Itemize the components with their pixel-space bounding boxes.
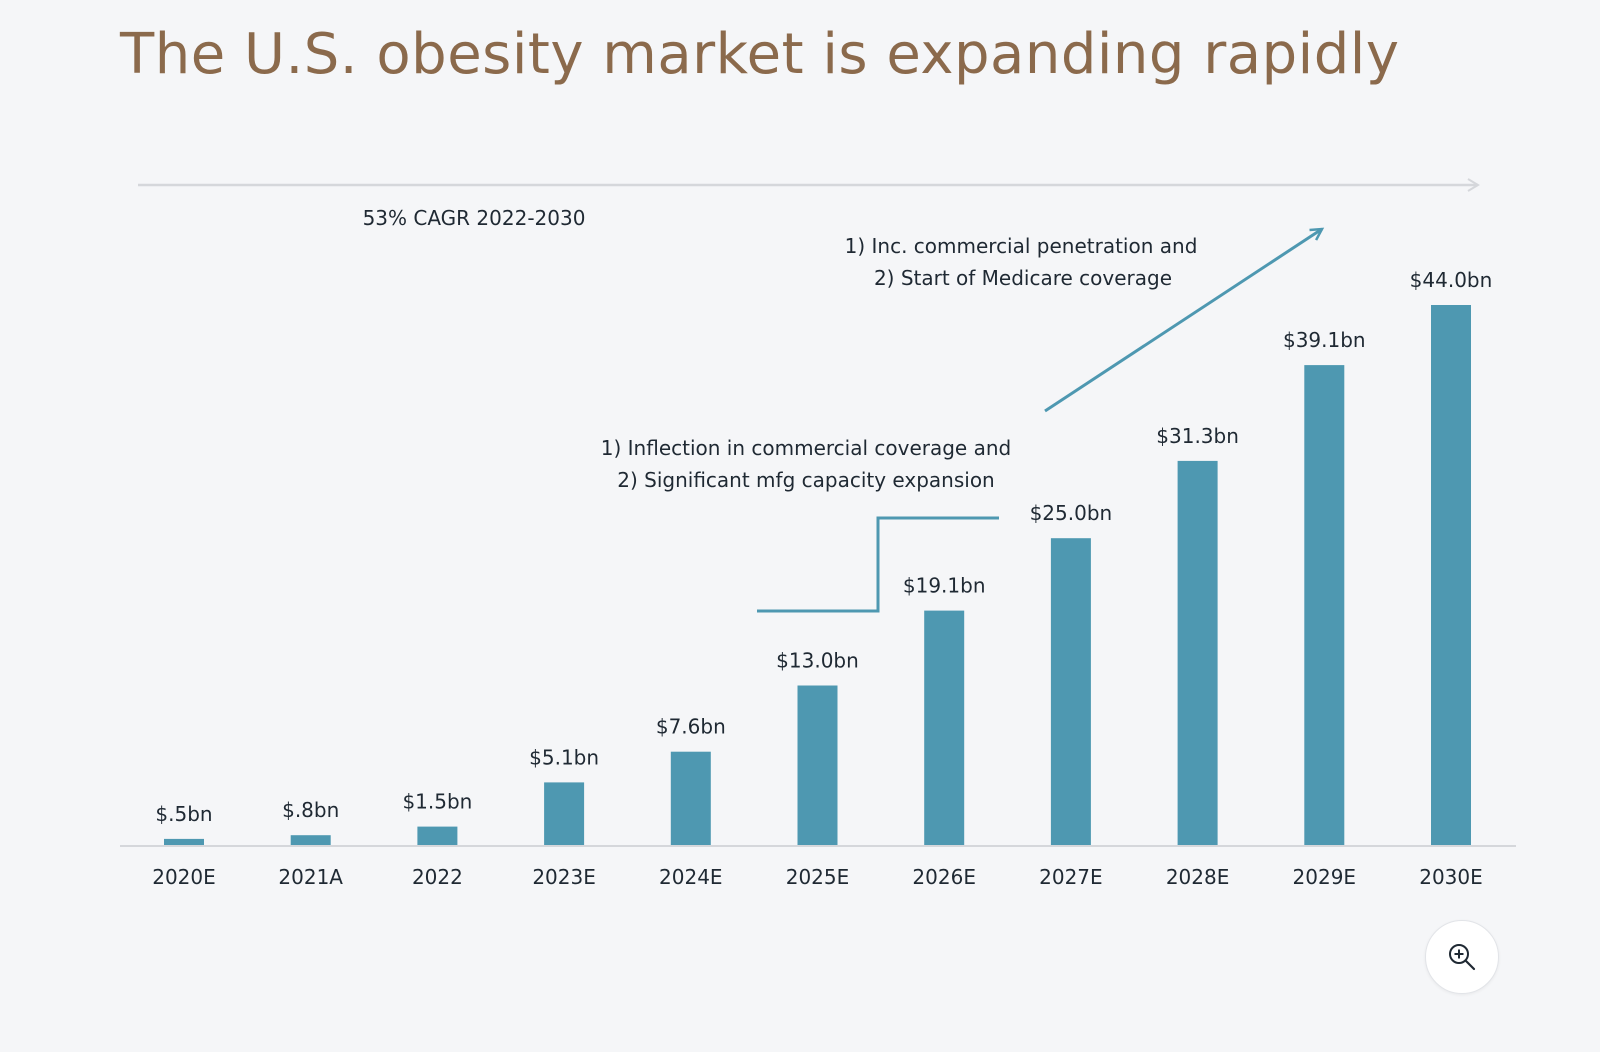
data-label-2027E: $25.0bn	[1030, 501, 1113, 525]
zoom-in-icon	[1449, 944, 1476, 971]
bar-2021A	[290, 835, 331, 845]
bars-group: $.5bn 2020E $.8bn 2021A $1.5bn 2022 $5.1bn 2023…	[152, 268, 1492, 889]
annotation-inflection-line2: 2) Significant mfg capacity expansion	[617, 468, 994, 492]
bar-2028E	[1177, 460, 1218, 845]
bar-2026E	[924, 610, 965, 845]
cagr-label: 53% CAGR 2022-2030	[363, 206, 586, 230]
bar-2025E	[797, 685, 838, 845]
inflection-step-line	[757, 516, 999, 613]
page-title: The U.S. obesity market is expanding rap…	[120, 22, 1400, 87]
data-label-2025E: $13.0bn	[776, 649, 859, 673]
tick-label-2029E: 2029E	[1293, 865, 1357, 889]
bar-2029E	[1304, 365, 1345, 845]
bar-2020E	[164, 838, 204, 845]
tick-label-2026E: 2026E	[912, 865, 976, 889]
bar-2024E	[670, 751, 711, 845]
data-label-2022: $1.5bn	[402, 790, 472, 814]
data-label-2021A: $.8bn	[282, 798, 339, 822]
data-label-2026E: $19.1bn	[903, 574, 986, 598]
tick-label-2023E: 2023E	[532, 865, 596, 889]
data-label-2020E: $.5bn	[155, 802, 212, 826]
data-label-2023E: $5.1bn	[529, 745, 599, 769]
data-label-2024E: $7.6bn	[656, 715, 726, 739]
bar-2030E	[1431, 305, 1471, 845]
tick-label-2022: 2022	[412, 865, 463, 889]
tick-label-2025E: 2025E	[786, 865, 850, 889]
tick-label-2021A: 2021A	[278, 865, 343, 889]
annotation-medicare-line2: 2) Start of Medicare coverage	[874, 266, 1172, 290]
annotation-medicare-line1: 1) Inc. commercial penetration and	[845, 234, 1198, 258]
tick-label-2028E: 2028E	[1166, 865, 1230, 889]
annotation-inflection-line1: 1) Inflection in commercial coverage and	[601, 436, 1011, 460]
data-label-2029E: $39.1bn	[1283, 328, 1366, 352]
data-label-2030E: $44.0bn	[1410, 268, 1493, 292]
tick-label-2030E: 2030E	[1419, 865, 1483, 889]
tick-label-2027E: 2027E	[1039, 865, 1103, 889]
tick-label-2024E: 2024E	[659, 865, 723, 889]
bar-2022	[417, 826, 458, 845]
bar-2027E	[1050, 538, 1091, 845]
bar-2023E	[544, 782, 585, 845]
tick-label-2020E: 2020E	[152, 865, 216, 889]
zoom-button[interactable]	[1425, 920, 1499, 994]
medicare-growth-arrow	[1044, 227, 1325, 413]
data-label-2028E: $31.3bn	[1156, 424, 1239, 448]
